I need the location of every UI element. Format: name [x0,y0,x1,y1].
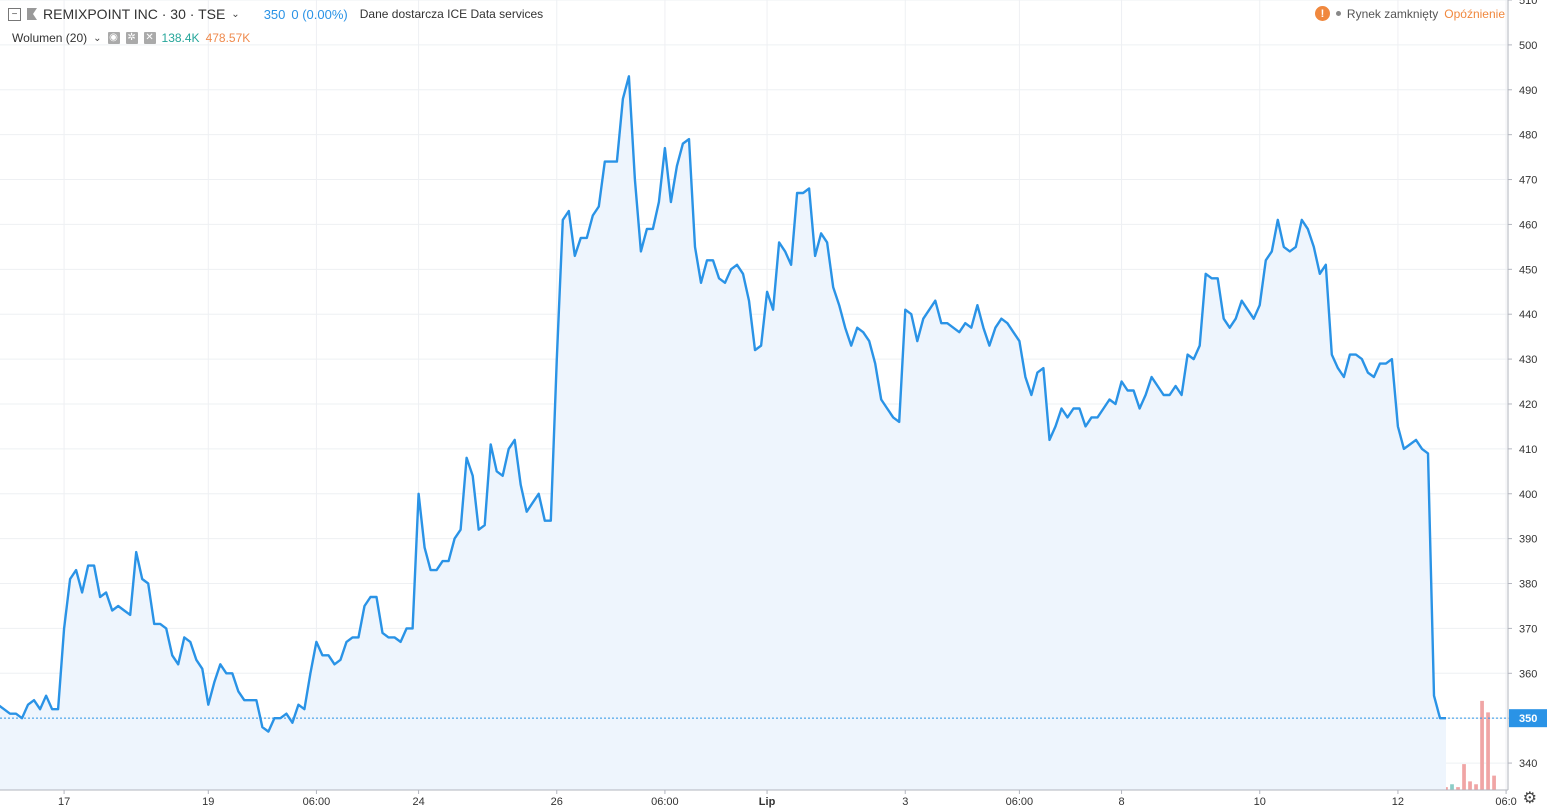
x-tick-label: 26 [551,796,563,808]
x-tick-label: 06:00 [303,796,331,808]
y-tick-label: 410 [1519,444,1537,456]
y-tick-label: 440 [1519,309,1537,321]
volume-bar [1492,775,1496,790]
x-tick-label: 3 [902,796,908,808]
y-tick-label: 380 [1519,579,1537,591]
x-tick-label: Lip [759,796,776,808]
x-tick-label: 12 [1392,796,1404,808]
data-source-label: Dane dostarcza ICE Data services [359,7,544,21]
status-dot-icon [1335,11,1341,16]
volume-label[interactable]: Wolumen (20) [12,31,88,45]
y-tick-label: 460 [1519,219,1537,231]
price-change-value: 0 (0.00%) [291,6,348,22]
volume-bar [1474,784,1478,790]
x-tick-label: 10 [1254,796,1266,808]
x-tick-label: 06:0 [1495,796,1516,808]
y-tick-label: 500 [1519,40,1537,52]
close-icon[interactable]: ✕ [143,32,156,44]
y-tick-label: 400 [1519,489,1537,501]
flag-icon [27,8,37,20]
settings-gear-icon[interactable]: ⚙ [1522,790,1537,807]
warning-icon[interactable]: ! [1314,6,1330,21]
x-tick-label: 06:00 [651,796,679,808]
y-tick-label: 450 [1519,264,1537,276]
y-tick-label: 480 [1519,130,1537,142]
x-tick-label: 17 [58,796,70,808]
symbol-title[interactable]: REMIXPOINT INC · 30 · TSE [43,6,226,22]
y-tick-label: 370 [1519,623,1537,635]
market-status-label: Rynek zamknięty [1346,6,1439,21]
x-tick-label: 06:00 [1006,796,1034,808]
volume-value-1: 138.4K [161,31,200,45]
eye-icon[interactable]: ◉ [107,32,120,44]
x-tick-label: 8 [1118,796,1124,808]
y-tick-label: 360 [1519,668,1537,680]
x-tick-label: 24 [412,796,424,808]
delay-label[interactable]: Opóźnienie [1444,6,1505,21]
last-price-badge-bg [1509,709,1547,728]
gear-icon[interactable]: ✲ [125,32,138,44]
time-axis: 17 19 06:00 24 26 06:00 Lip 3 06:00 8 10 12 06:0 [58,790,1517,808]
y-tick-label: 490 [1519,85,1537,97]
market-status: ! Rynek zamknięty Opóźnienie [1314,6,1505,21]
last-price-badge-label: 350 [1519,713,1537,725]
y-tick-label: 420 [1519,399,1537,411]
volume-bar [1450,784,1454,790]
y-tick-label: 390 [1519,534,1537,546]
volume-bar [1456,787,1460,790]
y-tick-label: 510 [1519,0,1537,7]
volume-bar [1480,700,1484,790]
volume-legend: Wolumen (20) ⌄ ◉ ✲ ✕ 138.4K 478.57K [12,31,250,45]
chevron-down-icon[interactable]: ⌄ [93,32,102,44]
price-line [0,75,1446,733]
volume-bar [1468,781,1472,790]
last-price-badge: 350 [1509,709,1547,728]
volume-bar [1462,764,1466,790]
x-tick-label: 19 [202,796,214,808]
collapse-icon[interactable]: − [8,7,21,21]
price-area [0,76,1446,790]
last-price-value: 350 [263,6,286,22]
volume-value-2: 478.57K [205,31,251,45]
y-tick-label: 340 [1519,758,1537,770]
price-axis: 340 350 360 370 380 390 400 410 420 430 440 450 460 4… [1508,0,1537,770]
chevron-down-icon[interactable]: ⌄ [231,8,240,20]
y-tick-label: 430 [1519,354,1537,366]
symbol-legend: − REMIXPOINT INC · 30 · TSE ⌄ 350 0 (0.0… [8,6,543,22]
y-tick-label: 470 [1519,175,1537,187]
volume-bar [1486,712,1490,790]
